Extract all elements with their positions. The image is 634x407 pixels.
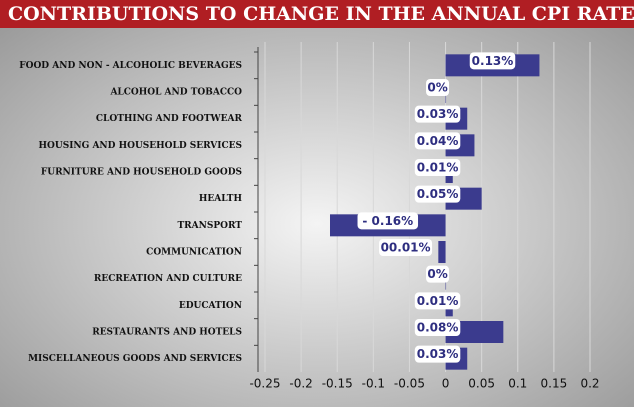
y-tick-label: MISCELLANEOUS GOODS AND SERVICES [28, 354, 242, 364]
x-tick-label: -0.15 [322, 377, 353, 391]
x-tick-label: -0.2 [289, 377, 312, 391]
y-tick-label: FURNITURE AND HOUSEHOLD GOODS [41, 168, 242, 178]
value-label: 0.01% [417, 161, 459, 175]
y-tick-label: ALCOHOL AND TOBACCO [109, 88, 242, 98]
y-tick-label: EDUCATION [179, 301, 242, 311]
x-tick-label: 0.2 [580, 377, 599, 391]
value-label-box [414, 292, 461, 310]
y-tick-label: CLOTHING AND FOOTWEAR [96, 114, 243, 124]
value-label-box [414, 159, 461, 176]
value-label: - 0.16% [362, 214, 413, 228]
value-label-box [357, 212, 419, 230]
x-tick-label: -0.25 [249, 377, 280, 391]
x-tick-label: 0.15 [541, 377, 568, 391]
value-label-box [414, 105, 461, 123]
value-label: 0.01% [417, 294, 459, 308]
y-tick-label: FOOD AND NON - ALCOHOLIC BEVERAGES [19, 61, 242, 71]
y-tick-label: HOUSING AND HOUSEHOLD SERVICES [39, 141, 243, 151]
value-label-box [414, 132, 461, 150]
x-tick-label: 0.05 [468, 377, 495, 391]
x-tick-label: -0.1 [362, 377, 385, 391]
value-label: 0.08% [417, 321, 459, 335]
value-label: 0.04% [417, 134, 459, 148]
value-label-box [414, 319, 461, 336]
value-label-box [414, 345, 461, 363]
y-tick-label: RECREATION AND CULTURE [94, 274, 242, 284]
value-label: 0.03% [417, 107, 459, 121]
value-label: 0.05% [417, 187, 459, 201]
y-tick-label: COMMUNICATION [146, 248, 242, 258]
value-label: 0.13% [472, 54, 514, 68]
x-tick-label: -0.05 [394, 377, 425, 391]
value-label: 0.03% [417, 347, 459, 361]
x-tick-label: 0.1 [508, 377, 527, 391]
y-tick-label: TRANSPORT [177, 221, 242, 231]
value-label-box [426, 79, 450, 96]
chart-title: CONTRIBUTIONS TO CHANGE IN THE ANNUAL CP… [8, 3, 634, 25]
value-label-box [469, 52, 516, 70]
y-tick-label: RESTAURANTS AND HOTELS [92, 328, 242, 338]
value-label-box [414, 185, 461, 203]
value-label-box [379, 239, 433, 256]
bar [438, 241, 446, 263]
y-tick-label: HEALTH [199, 194, 243, 204]
value-label-box [426, 265, 450, 283]
x-tick-label: 0 [442, 377, 450, 391]
title-band [0, 0, 634, 28]
value-label: 0% [427, 81, 447, 95]
value-label: 00.01% [381, 241, 431, 255]
value-label: 0% [427, 267, 447, 281]
